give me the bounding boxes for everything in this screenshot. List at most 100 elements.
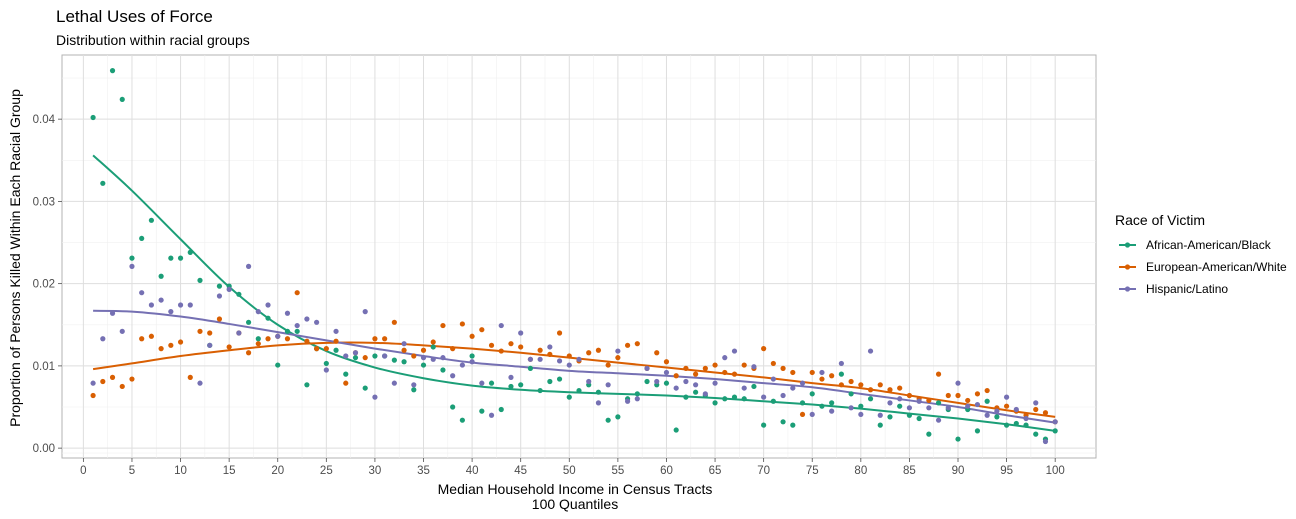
legend-item-2: Hispanic/Latino: [1119, 282, 1228, 296]
data-point: [1013, 406, 1019, 413]
data-point: [119, 96, 125, 103]
data-point: [420, 347, 427, 353]
data-point: [712, 400, 718, 406]
data-point: [216, 283, 223, 289]
data-point: [1042, 410, 1049, 416]
data-point: [955, 392, 961, 399]
data-point: [916, 415, 922, 422]
data-point: [177, 255, 184, 261]
data-point: [605, 417, 611, 423]
data-point: [770, 398, 776, 404]
data-point: [790, 369, 796, 376]
data-point: [1013, 420, 1019, 427]
data-point: [984, 398, 990, 404]
data-point: [916, 398, 922, 404]
data-point: [508, 341, 514, 347]
data-point: [556, 358, 563, 364]
data-point: [518, 382, 524, 388]
data-point: [663, 380, 670, 386]
data-point: [333, 328, 339, 334]
data-point: [867, 348, 874, 354]
data-point: [469, 333, 475, 339]
data-point: [362, 309, 368, 315]
data-point: [255, 309, 261, 315]
data-point: [1052, 419, 1058, 425]
data-point: [731, 348, 738, 354]
data-point: [926, 405, 932, 411]
data-point: [799, 400, 806, 406]
data-point: [1033, 400, 1039, 406]
legend-label: European-American/White: [1146, 260, 1287, 274]
data-point: [314, 319, 320, 325]
data-point: [518, 330, 524, 336]
x-tick-label: 40: [466, 465, 479, 477]
data-point: [479, 408, 485, 414]
data-point: [761, 346, 767, 352]
plot-panel: [61, 54, 1097, 459]
data-point: [731, 394, 738, 400]
data-point: [576, 356, 582, 362]
data-point: [547, 344, 553, 350]
data-point: [284, 336, 291, 342]
legend-item-1: European-American/White: [1119, 260, 1287, 274]
data-point: [1023, 415, 1029, 422]
data-point: [838, 371, 844, 377]
data-point: [654, 350, 660, 356]
data-point: [906, 412, 913, 418]
data-point: [955, 380, 961, 386]
data-point: [391, 380, 397, 386]
data-point: [537, 387, 543, 394]
data-point: [780, 392, 786, 399]
data-point: [809, 369, 815, 376]
data-point: [226, 344, 232, 350]
data-point: [877, 382, 883, 388]
data-point: [673, 427, 679, 433]
data-point: [527, 365, 534, 371]
data-point: [158, 297, 164, 303]
x-axis-title: Median Household Income in Census Tracts: [438, 481, 713, 497]
data-point: [770, 360, 776, 367]
data-point: [372, 394, 378, 400]
data-point: [420, 362, 427, 368]
data-point: [829, 373, 835, 379]
data-point: [693, 382, 699, 388]
x-axis-subtitle: 100 Quantiles: [532, 496, 618, 512]
data-point: [391, 357, 397, 363]
data-point: [430, 344, 436, 350]
data-point: [450, 404, 456, 410]
data-point: [547, 351, 553, 357]
data-point: [683, 365, 689, 371]
data-point: [702, 391, 708, 397]
data-point: [284, 310, 291, 316]
data-point: [352, 355, 359, 361]
data-point: [488, 380, 495, 386]
data-point: [537, 356, 543, 362]
data-point: [275, 333, 281, 339]
data-point: [809, 391, 815, 397]
x-tick-label: 0: [80, 465, 86, 477]
data-point: [867, 396, 874, 402]
y-axis-ticks: 0.00 0.01 0.02 0.03 0.04: [33, 114, 62, 455]
data-point: [343, 353, 349, 359]
data-point: [148, 333, 155, 339]
data-point: [926, 431, 932, 437]
data-point: [197, 277, 203, 283]
x-tick-label: 65: [709, 465, 722, 477]
y-axis-title: Proportion of Persons Killed Within Each…: [7, 89, 23, 427]
data-point: [595, 389, 602, 395]
x-tick-label: 45: [514, 465, 527, 477]
data-point: [673, 385, 679, 391]
data-point: [537, 347, 543, 353]
data-point: [187, 374, 193, 380]
data-point: [897, 396, 903, 402]
data-point: [974, 428, 981, 434]
data-point: [187, 302, 193, 308]
data-point: [624, 398, 631, 404]
data-point: [488, 412, 495, 418]
data-point: [352, 350, 359, 356]
data-point: [615, 348, 621, 354]
data-point: [226, 286, 232, 292]
data-point: [294, 290, 300, 296]
data-point: [897, 403, 903, 409]
